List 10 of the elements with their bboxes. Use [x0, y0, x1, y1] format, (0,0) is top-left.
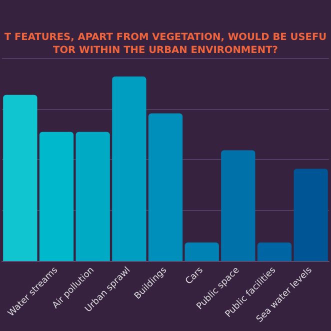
bar	[184, 242, 219, 261]
bar	[112, 76, 146, 261]
bar	[221, 150, 256, 261]
bar	[3, 94, 38, 261]
bar	[39, 132, 74, 261]
bar	[148, 113, 183, 261]
chart-title: T FEATURES, APART FROM VEGETATION, WOULD BE USEFU TOR WITHIN THE URBAN ENVIRONMENT?	[4, 32, 327, 56]
bar	[76, 132, 110, 261]
bar	[294, 168, 328, 261]
bar	[257, 242, 292, 261]
